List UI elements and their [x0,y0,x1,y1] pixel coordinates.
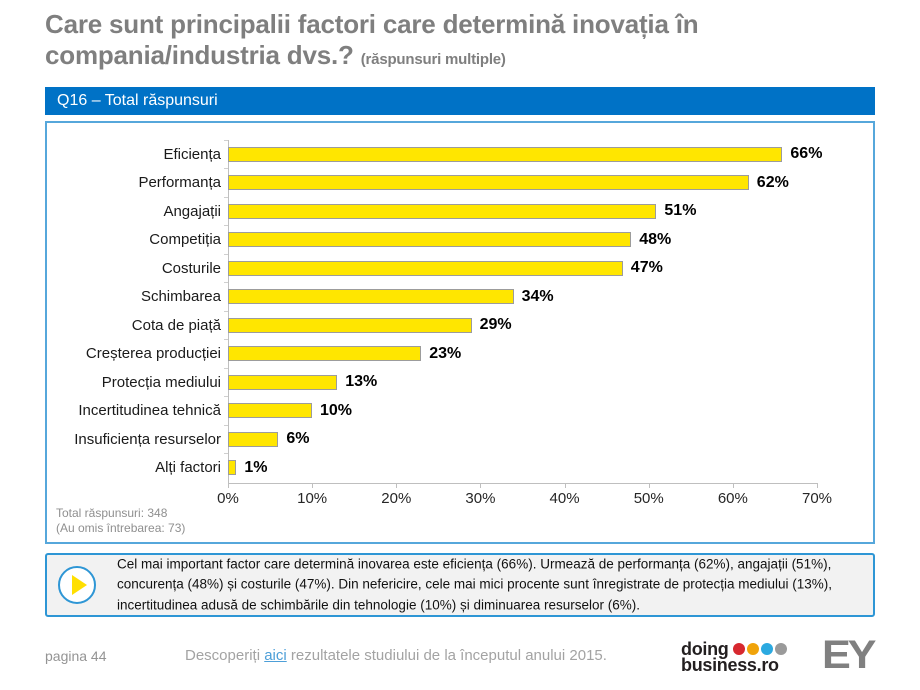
logo-dot-icon [775,643,788,655]
bar-category-label: Schimbarea [140,288,221,306]
x-axis-tick-label: 60% [717,490,748,507]
chart-footnote-line1: Total răspunsuri: 348 [56,506,168,520]
chart-footnote: Total răspunsuri: 348 (Au omis întrebare… [56,506,185,536]
bar [228,289,514,305]
bar-value-label: 1% [244,458,268,476]
bar [228,346,422,362]
bar-value-label: 66% [790,145,823,163]
bar-track: 62% [224,168,816,191]
x-axis-tick-label: 10% [297,490,328,507]
bar-value-label: 23% [429,344,462,362]
bar-category-label: Creșterea producției [85,345,221,363]
bar [228,175,749,191]
chart-footnote-line2: (Au omis întrebarea: 73) [56,521,186,535]
bar-track: 29% [224,310,816,334]
bar-row: Incertitudinea tehnică 10% [47,396,873,426]
bar-row: Competiția 48% [47,225,873,255]
bar-track: 47% [224,253,816,277]
bar-category-label: Cota de piață [131,316,221,334]
bar-value-label: 13% [345,373,378,391]
footer-link[interactable]: aici [264,647,287,664]
bar-value-label: 10% [319,401,353,419]
bar-category-label: Protecția mediului [101,373,221,391]
bar-row: Eficiența 66% [47,139,873,169]
bar-category-label: Costurile [161,259,221,277]
page-number: pagina 44 [45,648,107,664]
bar-category-label: Performanța [138,174,221,192]
bar-track: 51% [224,196,816,220]
footer-link-prefix: Descoperiți [185,647,265,664]
y-axis-line [228,140,229,483]
bar-category-label: Insuficiența resurselor [74,430,221,448]
bar-category-label: Eficiența [163,145,221,163]
bar-track: 66% [224,139,822,162]
bar [228,260,623,276]
doingbusiness-logo-line1: doing [681,639,729,659]
bar-track: 23% [224,339,816,362]
page-title-note: (răspunsuri multiple) [360,51,506,68]
bar-row: Insuficiența resurselor 6% [47,424,873,454]
bar-track: 6% [224,424,816,448]
bar [228,431,279,447]
logo-dot-icon [733,643,746,655]
footer-link-line: Descoperiți aici rezultatele studiului d… [185,647,607,664]
bar-category-label: Incertitudinea tehnică [78,402,221,420]
page-title-line2: compania/industria dvs.? [45,40,354,70]
bar-row: Performanța 62% [47,168,873,198]
bar-row: Alți factori 1% [47,453,873,483]
summary-note-box: Cel mai important factor care determină … [45,553,875,617]
doingbusiness-logo: doing business.ro [681,639,788,675]
bar [228,232,632,248]
bar-value-label: 6% [286,430,310,448]
x-axis-tick-label: 20% [381,490,412,507]
logo-dot-icon [761,643,774,655]
bar-track: 10% [224,396,816,419]
bar-value-label: 51% [664,202,697,220]
bar-category-label: Competiția [149,231,221,249]
x-axis-tick-label: 40% [549,490,580,507]
bar-row: Cota de piață 29% [47,310,873,340]
footer-link-suffix: rezultatele studiului de la începutul an… [286,647,607,664]
logo-dot-icon [747,643,760,655]
x-axis-tick-label: 0% [217,490,239,507]
bar [228,317,472,333]
x-axis-tick-label: 30% [465,490,496,507]
bar-value-label: 29% [479,316,512,334]
bar [228,374,338,390]
bar-row: Costurile 47% [47,253,873,283]
bar-value-label: 62% [756,173,789,191]
bar [228,146,783,162]
bar-track: 34% [224,282,816,305]
x-axis: 0% 10% 20% 30% 40% 50% 60% 70% [217,483,832,507]
bar-row: Creșterea producției 23% [47,339,873,369]
bar-row: Protecția mediului 13% [47,367,873,397]
bar [228,203,657,219]
x-axis-tick-label: 70% [801,490,833,507]
play-icon [58,566,96,604]
doingbusiness-dots-icon [731,643,788,655]
summary-text: Cel mai important factor care determină … [117,556,833,613]
page-title-line1: Care sunt principalii factori care deter… [45,9,699,39]
bar-track: 13% [224,367,816,391]
bar [228,403,312,419]
bar-value-label: 47% [630,259,663,277]
question-banner: Q16 – Total răspunsuri [45,87,875,115]
bar-category-label: Alți factori [155,459,221,477]
doingbusiness-logo-line2: business.ro [681,655,779,675]
bar-chart: Eficiența 66% Performanța 62% Angajații 51% Co… [45,121,875,544]
bar [228,460,237,476]
bar-value-label: 48% [639,230,672,248]
bar-row: Schimbarea 34% [47,282,873,312]
x-axis-tick-label: 50% [633,490,664,507]
bar-track: 1% [224,453,816,476]
bar-track: 48% [224,225,816,248]
bar-row: Angajații 51% [47,196,873,226]
ey-logo: EY [822,633,876,677]
page-title: Care sunt principalii factori care deter… [45,9,875,75]
bar-rows: Eficiența 66% Performanța 62% Angajații 51% Co… [47,139,873,483]
bar-category-label: Angajații [163,202,221,220]
bar-value-label: 34% [521,287,554,305]
